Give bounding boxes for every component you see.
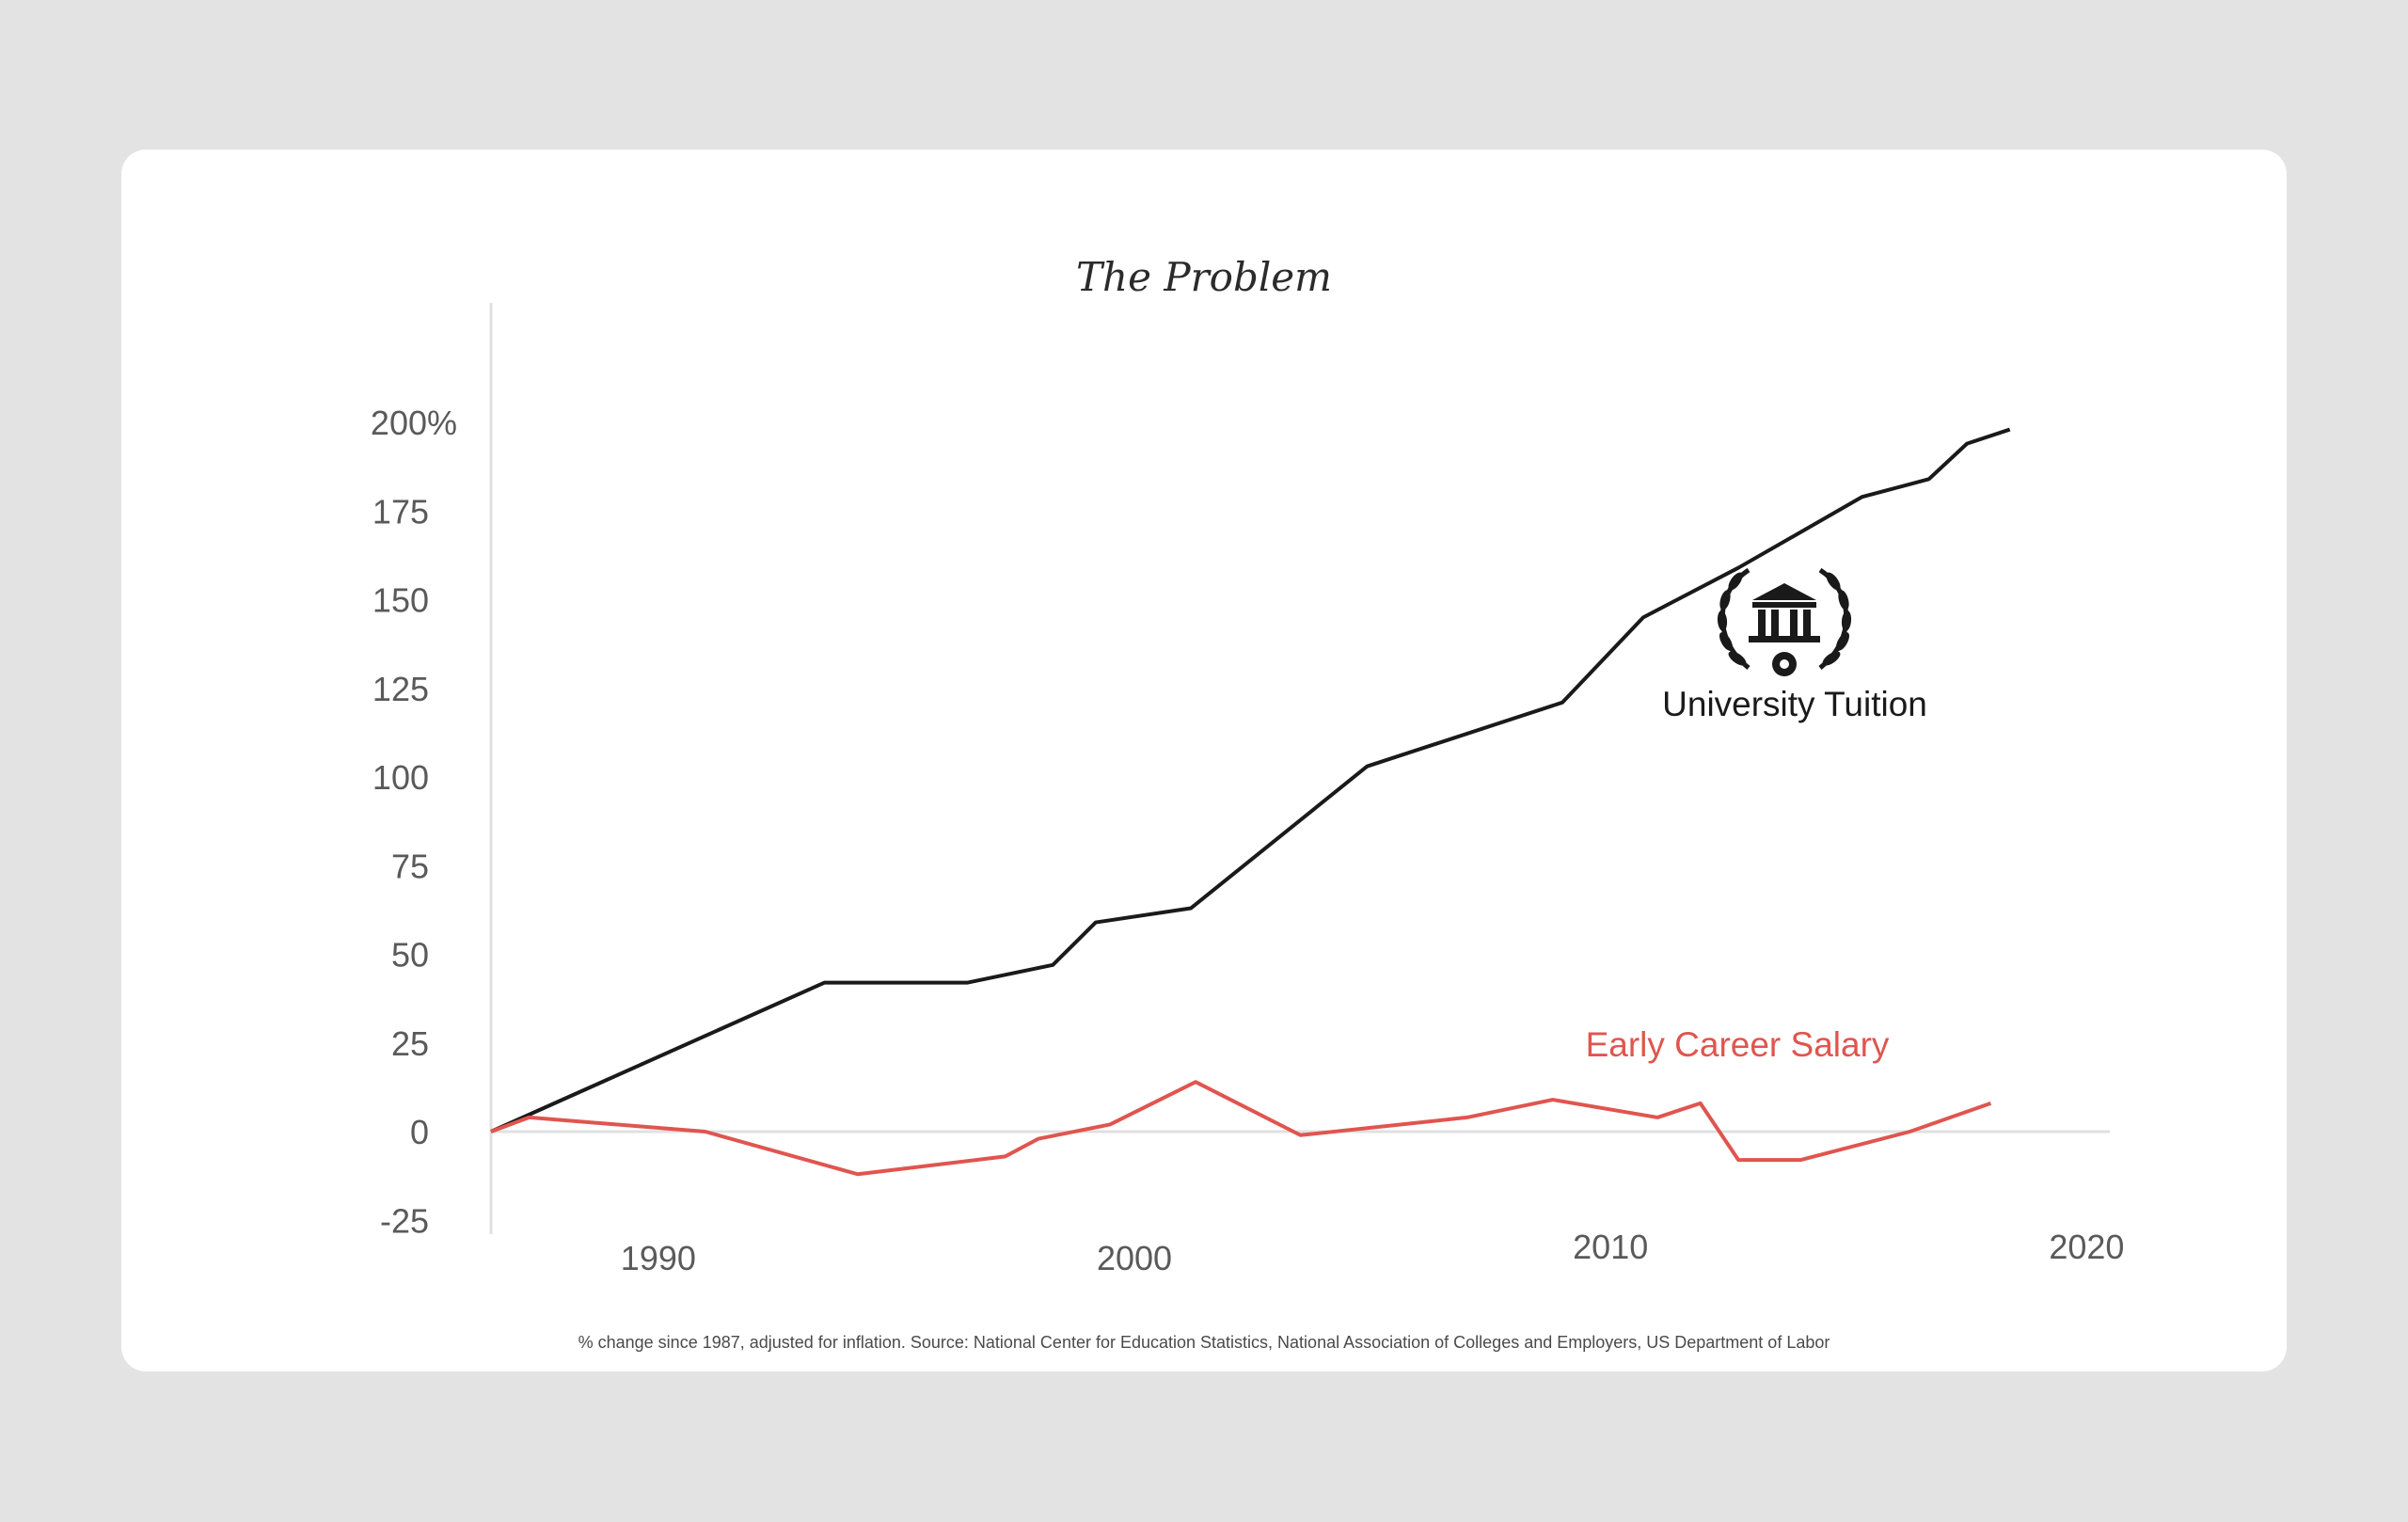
y-tick-label: 75	[391, 847, 429, 885]
chart-footnote: % change since 1987, adjusted for inflat…	[578, 1333, 1830, 1352]
y-tick-label: 25	[391, 1024, 429, 1063]
series-label-early-career-salary: Early Career Salary	[1586, 1025, 1890, 1064]
chart-card	[121, 150, 2287, 1371]
x-tick-label: 1990	[621, 1239, 696, 1277]
y-tick-label: 100	[372, 758, 429, 797]
series-line-early-career-salary	[490, 1080, 1992, 1177]
x-tick-label: 2020	[2049, 1228, 2124, 1266]
y-tick-label: 175	[372, 492, 429, 531]
y-tick-label: 125	[372, 670, 429, 708]
x-tick-label: 2000	[1097, 1239, 1172, 1277]
y-tick-label: 200%	[371, 404, 457, 442]
y-tick-label: 150	[372, 581, 429, 620]
x-tick-label: 2010	[1573, 1228, 1648, 1266]
series-label-university-tuition: University Tuition	[1662, 685, 1927, 723]
chart-title: The Problem	[1076, 254, 1332, 300]
y-tick-label: 0	[410, 1113, 429, 1151]
x-axis-ticks: 1990 2000 2010 2020	[621, 1228, 2125, 1277]
y-tick-label: -25	[380, 1201, 429, 1240]
y-tick-label: 50	[391, 936, 429, 975]
y-axis-ticks: 200% 175 150 125 100 75 50 25 0 -25	[371, 404, 457, 1240]
series-lines	[490, 427, 2011, 1177]
university-laurel-icon	[1717, 567, 1852, 676]
